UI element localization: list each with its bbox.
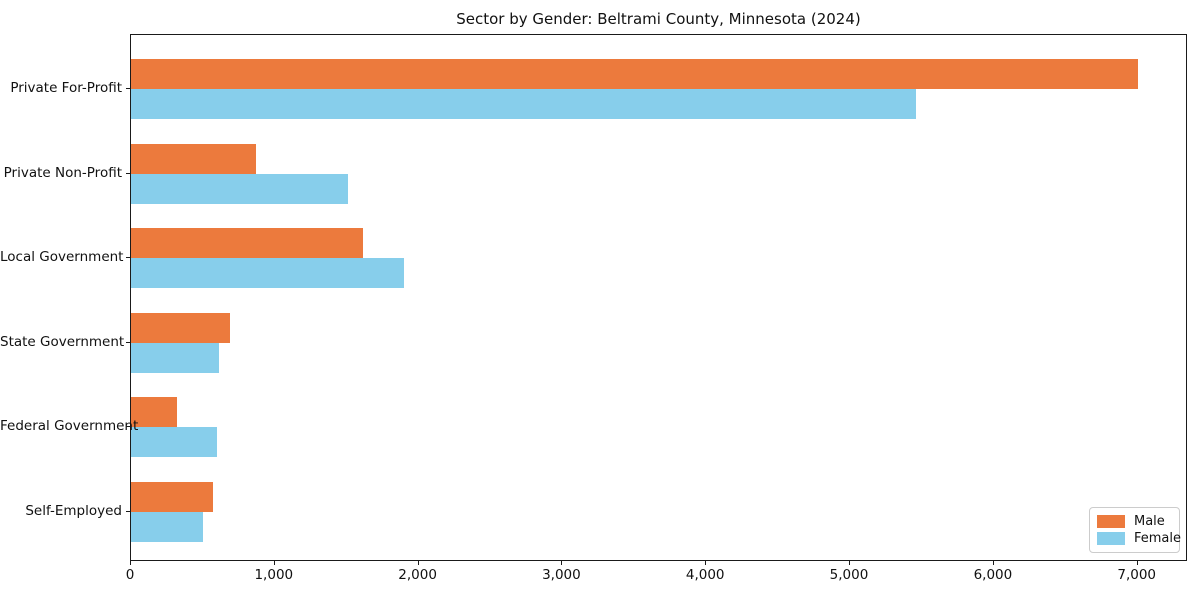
bar-male-local-government — [131, 228, 363, 258]
chart-title: Sector by Gender: Beltrami County, Minne… — [456, 10, 861, 28]
y-tick-label-self-employed: Self-Employed — [25, 502, 122, 519]
x-tick-label-5-000: 5,000 — [829, 567, 869, 583]
bar-female-self-employed — [131, 511, 203, 542]
x-tick-mark — [1136, 561, 1138, 565]
x-tick-label-4-000: 4,000 — [685, 567, 725, 583]
y-tick-label-state-government: State Government — [0, 333, 125, 350]
x-tick-mark — [561, 561, 563, 565]
legend-swatch-female — [1097, 532, 1125, 545]
legend-item-male: Male — [1097, 514, 1172, 529]
x-tick-label-6-000: 6,000 — [973, 567, 1013, 583]
legend-label-male: Male — [1134, 514, 1165, 529]
y-tick-mark — [126, 172, 130, 174]
x-tick-label-2-000: 2,000 — [398, 567, 437, 583]
x-tick-label-3-000: 3,000 — [542, 567, 581, 583]
bar-female-federal-government — [131, 427, 218, 457]
x-tick-label-7-000: 7,000 — [1117, 567, 1157, 583]
x-tick-mark — [417, 561, 419, 565]
bar-male-private-non-profit — [131, 143, 257, 174]
legend-swatch-male — [1097, 515, 1125, 528]
bar-female-local-government — [131, 258, 405, 288]
y-tick-label-federal-government: Federal Government — [0, 418, 139, 434]
y-tick-label-local-government: Local Government — [0, 249, 124, 265]
legend: Male Female — [1089, 507, 1181, 553]
x-tick-mark — [849, 561, 850, 565]
legend-item-female: Female — [1097, 531, 1181, 546]
y-tick-mark — [126, 88, 130, 89]
bar-female-state-government — [131, 342, 219, 373]
y-tick-mark — [126, 257, 130, 258]
x-tick-mark — [705, 561, 707, 565]
x-tick-mark — [130, 561, 131, 565]
bar-male-federal-government — [131, 397, 177, 427]
y-tick-label-private-for-profit: Private For-Profit — [10, 80, 122, 96]
y-tick-mark — [126, 341, 130, 343]
x-tick-label-0: 0 — [125, 567, 135, 583]
y-tick-mark — [126, 426, 130, 427]
x-tick-mark — [992, 561, 994, 565]
x-tick-label-1-000: 1,000 — [254, 567, 294, 583]
bar-male-state-government — [131, 312, 231, 343]
y-tick-mark — [126, 510, 130, 512]
bar-female-private-non-profit — [131, 173, 349, 204]
x-tick-mark — [273, 561, 275, 565]
bar-male-self-employed — [131, 481, 213, 512]
legend-label-female: Female — [1134, 531, 1182, 546]
bar-female-private-for-profit — [131, 89, 917, 119]
bar-male-private-for-profit — [131, 59, 1138, 89]
y-tick-label-private-non-profit: Private Non-Profit — [3, 164, 122, 181]
plot-area — [130, 34, 1187, 561]
